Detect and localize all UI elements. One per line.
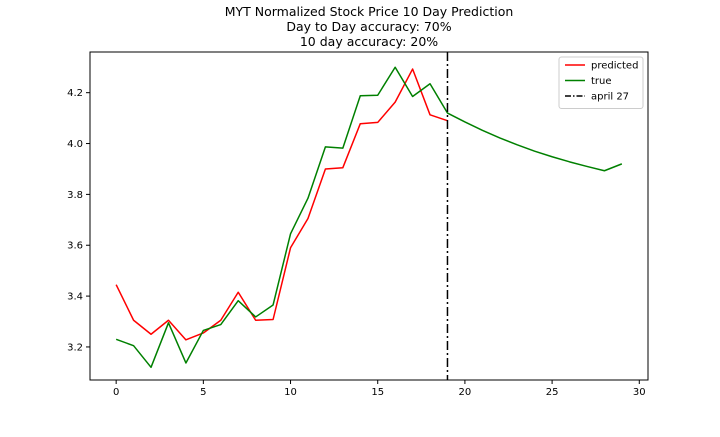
chart-title-line-1: MYT Normalized Stock Price 10 Day Predic… (225, 4, 514, 19)
x-tick-label: 20 (459, 387, 472, 398)
x-tick-label: 5 (200, 387, 206, 398)
legend: predicted true april 27 (558, 56, 644, 109)
legend-label-predicted: predicted (591, 61, 638, 72)
x-tick-label: 15 (371, 387, 384, 398)
y-tick-label: 3.6 (67, 241, 83, 252)
y-tick-label: 4.0 (67, 139, 83, 150)
series-line-predicted (115, 68, 448, 341)
legend-label-true: true (591, 76, 612, 87)
x-tick-label: 0 (113, 387, 119, 398)
axes: 0 5 10 15 20 25 30 3.2 3.4 3.6 3.8 4.0 4.2 (67, 51, 649, 398)
x-tick-label: 10 (284, 387, 297, 398)
legend-label-april-27: april 27 (591, 92, 629, 103)
y-tick-label: 4.2 (67, 88, 83, 99)
x-tick-label: 25 (546, 387, 559, 398)
plot-frame (89, 51, 649, 381)
y-tick-label: 3.2 (67, 342, 83, 353)
chart-title-line-2: Day to Day accuracy: 70% (286, 19, 451, 34)
y-tick-label: 3.4 (67, 292, 83, 303)
chart-title-line-3: 10 day accuracy: 20% (300, 34, 438, 49)
series-line-true (115, 66, 623, 369)
x-tick-label: 30 (633, 387, 646, 398)
y-tick-label: 3.8 (67, 190, 83, 201)
plot-area (115, 52, 623, 380)
